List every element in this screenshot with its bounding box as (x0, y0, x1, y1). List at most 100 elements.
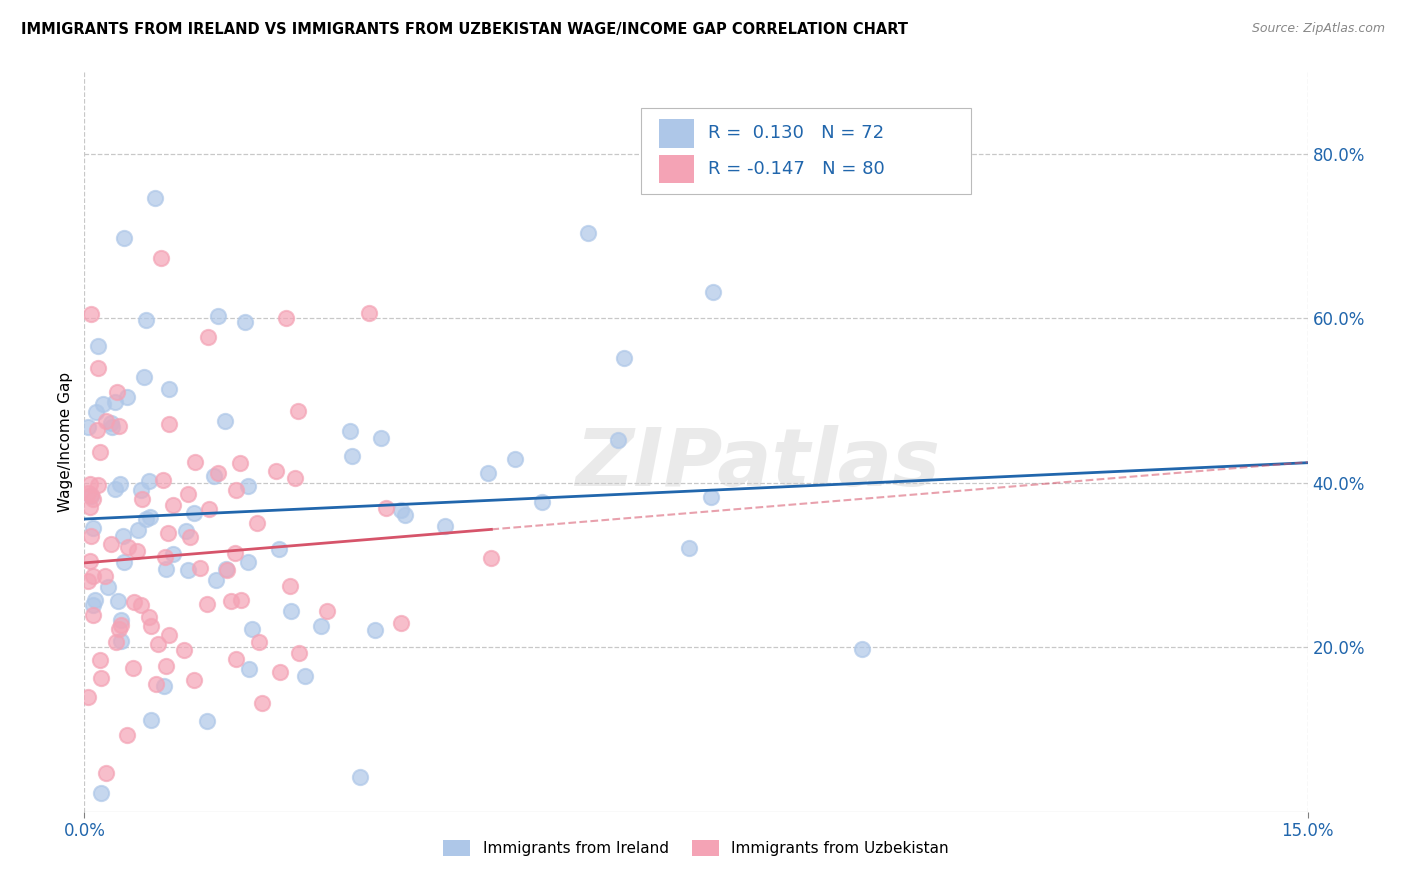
Point (79, 500, 101, 514)
Point (503, 452, 526, 467)
Point (138, 475, 160, 489)
Point (132, 369, 155, 384)
Point (184, 455, 207, 469)
Point (152, 679, 174, 693)
Point (129, 598, 152, 612)
Point (138, 510, 160, 524)
Point (183, 673, 205, 687)
Point (177, 487, 200, 501)
Point (479, 550, 502, 565)
Point (389, 615, 412, 630)
Point (107, 622, 129, 636)
Point (82, 608, 104, 623)
Point (89, 444, 111, 458)
Point (138, 609, 160, 624)
Point (112, 529, 135, 543)
Bar (659, 120, 693, 147)
Point (252, 697, 274, 711)
Point (87, 361, 110, 376)
Point (177, 563, 200, 577)
Point (117, 540, 139, 554)
Point (77, 574, 100, 589)
Point (236, 479, 259, 493)
Point (94, 568, 117, 582)
Point (77, 486, 100, 500)
Point (477, 467, 499, 481)
Point (143, 191, 166, 205)
Point (157, 525, 180, 540)
Point (86, 405, 108, 419)
Point (202, 468, 225, 483)
Bar (659, 155, 693, 183)
Point (700, 490, 723, 504)
Point (159, 417, 181, 432)
Point (315, 604, 337, 618)
Point (104, 482, 127, 496)
Point (157, 627, 180, 641)
Point (91, 397, 114, 411)
Point (195, 714, 218, 729)
Point (122, 595, 145, 609)
Point (606, 433, 628, 447)
Point (135, 313, 157, 327)
Point (197, 597, 219, 611)
FancyBboxPatch shape (641, 109, 972, 194)
Point (110, 477, 132, 491)
Point (309, 619, 332, 633)
Point (236, 555, 259, 569)
Point (576, 227, 599, 241)
Point (157, 383, 180, 397)
Point (284, 471, 307, 485)
Point (90, 786, 112, 800)
Point (100, 420, 122, 434)
Point (173, 643, 195, 657)
Point (82, 599, 104, 613)
Point (678, 541, 700, 556)
Point (264, 464, 287, 478)
Point (269, 541, 291, 556)
Point (110, 613, 132, 627)
Point (80, 488, 103, 502)
Point (104, 395, 127, 409)
Point (702, 285, 724, 300)
Point (77, 419, 100, 434)
Point (394, 508, 416, 522)
Point (364, 624, 387, 638)
Point (79, 476, 101, 491)
Text: R =  0.130   N = 72: R = 0.130 N = 72 (709, 124, 884, 142)
Point (129, 483, 152, 498)
Point (287, 646, 309, 660)
Point (152, 473, 174, 487)
Point (86, 423, 108, 437)
Point (127, 544, 149, 558)
Point (287, 403, 309, 417)
Point (235, 315, 257, 329)
Text: ZIPatlas: ZIPatlas (575, 425, 939, 503)
Point (150, 251, 173, 265)
Point (229, 593, 252, 607)
Point (84, 592, 107, 607)
Point (110, 633, 132, 648)
Point (131, 491, 153, 506)
Point (229, 456, 252, 470)
Point (155, 659, 177, 673)
Point (79, 554, 101, 568)
Point (82, 492, 104, 507)
Point (197, 502, 219, 516)
Point (240, 622, 263, 636)
Point (94, 766, 117, 780)
Point (89, 653, 111, 667)
Point (115, 390, 138, 404)
Point (219, 594, 242, 608)
Text: IMMIGRANTS FROM IRELAND VS IMMIGRANTS FROM UZBEKISTAN WAGE/INCOME GAP CORRELATIO: IMMIGRANTS FROM IRELAND VS IMMIGRANTS FR… (21, 22, 908, 37)
Point (207, 310, 229, 324)
Point (197, 330, 219, 344)
Legend: Immigrants from Ireland, Immigrants from Uzbekistan: Immigrants from Ireland, Immigrants from… (443, 840, 949, 856)
Point (375, 500, 398, 515)
Point (115, 728, 138, 742)
Point (225, 483, 247, 498)
Point (82, 520, 104, 534)
Point (851, 641, 873, 656)
Point (153, 549, 176, 564)
Point (389, 503, 412, 517)
